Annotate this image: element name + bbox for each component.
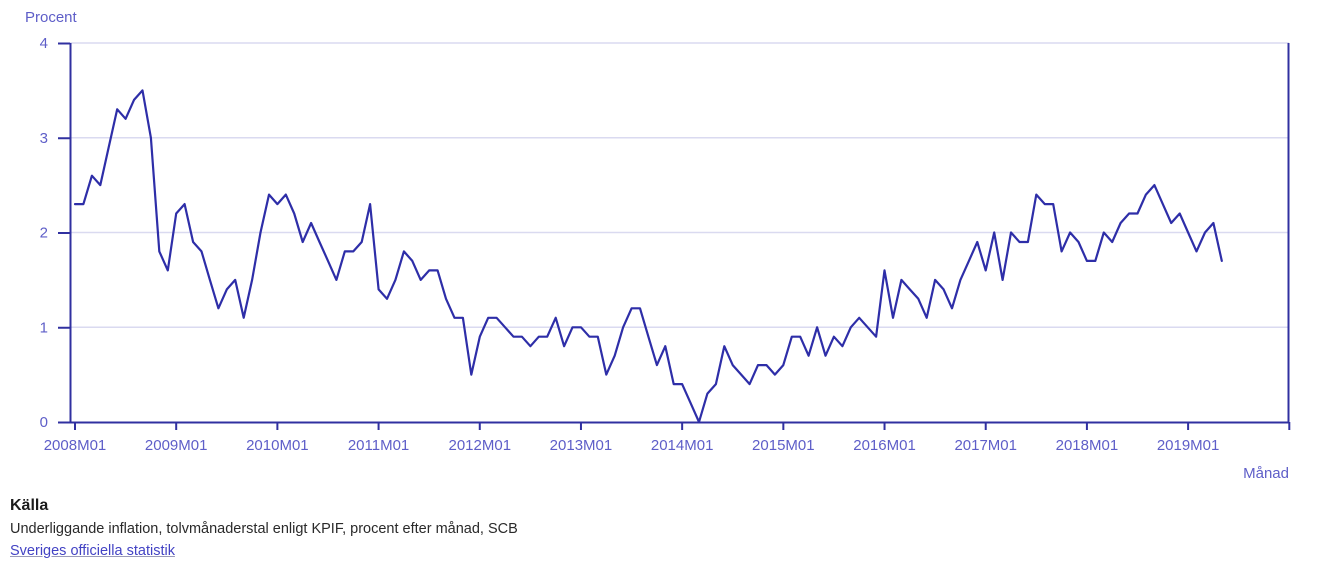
kpif-data-line <box>73 89 1223 424</box>
x-tick-label-2008M01: 2008M01 <box>44 437 107 454</box>
x-tick-label-2017M01: 2017M01 <box>954 437 1017 454</box>
line-chart-canvas: 0 1 2 3 4 2008M01 2009M01 2010M01 2011M01 2012M01… <box>40 35 1291 454</box>
x-tick-label-2016M01: 2016M01 <box>853 437 916 454</box>
x-axis-title: Månad <box>1243 465 1289 482</box>
x-tick-label-2014M01: 2014M01 <box>651 437 714 454</box>
y-tick-label-1: 1 <box>40 319 48 336</box>
source-footer: Källa Underliggande inflation, tolvmånad… <box>10 497 518 560</box>
x-tick-label-2012M01: 2012M01 <box>448 437 511 454</box>
y-axis-title: Procent <box>25 9 77 26</box>
x-tick-label-2015M01: 2015M01 <box>752 437 815 454</box>
y-tick-label-0: 0 <box>40 414 48 431</box>
y-tick-label-3: 3 <box>40 130 48 147</box>
y-tick-label-2: 2 <box>40 225 48 242</box>
x-tick-label-2009M01: 2009M01 <box>145 437 208 454</box>
x-tick-label-2011M01: 2011M01 <box>348 437 409 454</box>
x-tick-label-2019M01: 2019M01 <box>1157 437 1220 454</box>
x-tick-label-2013M01: 2013M01 <box>550 437 613 454</box>
source-description: Underliggande inflation, tolvmånaderstal… <box>10 521 518 537</box>
official-statistics-link[interactable]: Sveriges officiella statistik <box>10 543 175 559</box>
x-tick-label-2018M01: 2018M01 <box>1056 437 1119 454</box>
y-tick-label-4: 4 <box>40 35 48 52</box>
x-tick-label-2010M01: 2010M01 <box>246 437 309 454</box>
source-heading: Källa <box>10 497 49 514</box>
